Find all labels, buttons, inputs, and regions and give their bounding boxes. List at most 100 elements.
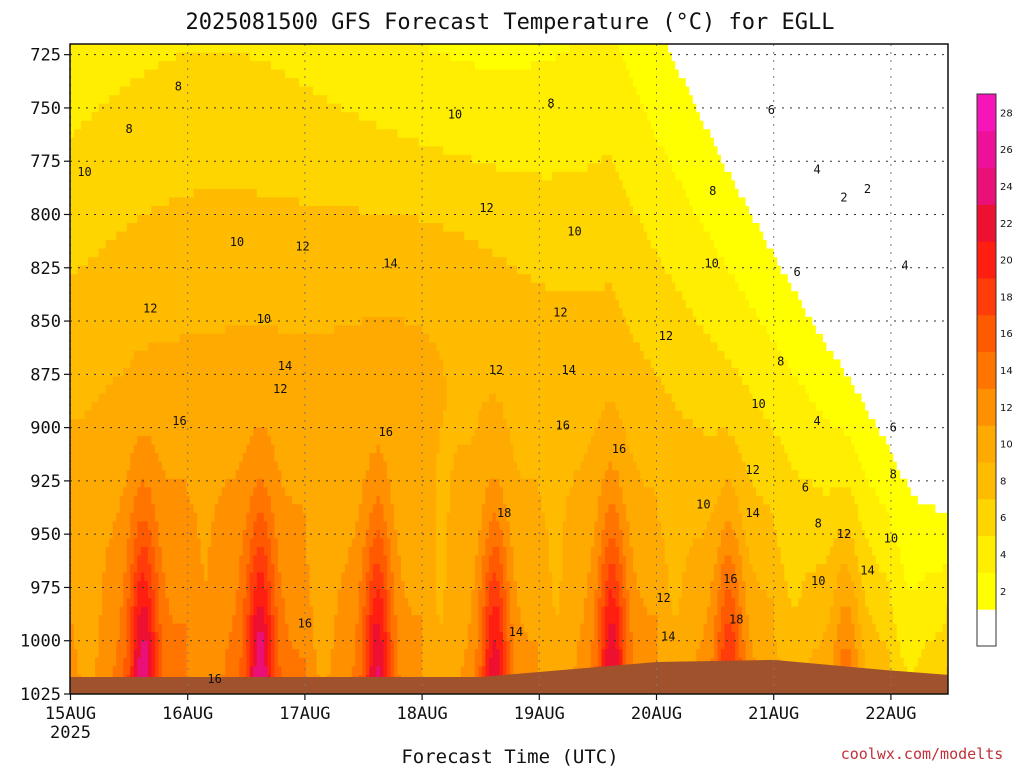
temperature-cell: [186, 257, 191, 267]
temperature-cell: [197, 86, 202, 96]
temperature-cell: [232, 393, 237, 403]
temperature-cell: [116, 180, 121, 190]
temperature-cell: [267, 427, 272, 437]
temperature-cell: [179, 546, 184, 557]
temperature-cell: [165, 325, 170, 335]
temperature-cell: [175, 623, 181, 633]
temperature-cell: [295, 453, 300, 463]
temperature-cell: [211, 598, 216, 608]
temperature-cell: [239, 61, 244, 71]
temperature-cell: [214, 427, 219, 437]
temperature-cell: [207, 529, 212, 540]
temperature-cell: [207, 640, 212, 650]
temperature-cell: [253, 470, 258, 480]
temperature-cell: [256, 95, 261, 105]
temperature-cell: [232, 78, 237, 88]
temperature-cell: [221, 163, 226, 173]
temperature-cell: [256, 512, 261, 522]
temperature-cell: [228, 487, 233, 497]
temperature-cell: [137, 419, 142, 429]
temperature-cell: [144, 69, 149, 79]
temperature-cell: [133, 188, 138, 199]
temperature-cell: [235, 240, 240, 250]
temperature-cell: [70, 453, 75, 463]
temperature-cell: [105, 384, 110, 395]
temperature-cell: [137, 78, 142, 88]
temperature-cell: [186, 69, 191, 79]
temperature-cell: [281, 274, 286, 284]
temperature-cell: [144, 546, 149, 557]
temperature-cell: [119, 325, 124, 335]
temperature-cell: [81, 112, 86, 122]
temperature-cell: [256, 376, 261, 386]
temperature-cell: [260, 129, 265, 139]
temperature-cell: [288, 384, 293, 395]
temperature-cell: [232, 291, 237, 301]
temperature-cell: [200, 419, 205, 429]
temperature-cell: [88, 410, 93, 420]
temperature-cell: [221, 188, 226, 199]
temperature-cell: [74, 478, 79, 488]
temperature-cell: [221, 606, 226, 616]
temperature-cell: [274, 632, 279, 642]
temperature-cell: [197, 120, 202, 130]
temperature-cell: [165, 299, 170, 309]
temperature-cell: [158, 359, 163, 369]
temperature-cell: [228, 470, 233, 480]
temperature-cell: [292, 640, 297, 650]
temperature-cell: [102, 606, 107, 616]
temperature-cell: [197, 231, 202, 241]
temperature-cell: [133, 44, 138, 54]
temperature-cell: [158, 410, 163, 420]
temperature-cell: [204, 325, 209, 335]
temperature-cell: [172, 393, 177, 403]
temperature-cell: [281, 154, 286, 164]
temperature-cell: [270, 316, 276, 326]
temperature-cell: [123, 69, 128, 79]
temperature-cell: [263, 649, 268, 659]
temperature-cell: [183, 299, 188, 309]
temperature-cell: [102, 214, 107, 224]
temperature-cell: [137, 52, 142, 62]
temperature-cell: [158, 44, 163, 54]
temperature-cell: [274, 384, 279, 395]
temperature-cell: [193, 188, 198, 199]
temperature-cell: [98, 598, 103, 608]
temperature-cell: [77, 478, 82, 488]
temperature-cell: [204, 171, 209, 181]
temperature-cell: [172, 325, 177, 335]
temperature-cell: [158, 555, 163, 565]
temperature-cell: [81, 240, 86, 250]
temperature-cell: [204, 521, 209, 531]
temperature-cell: [183, 129, 188, 139]
temperature-cell: [277, 86, 283, 96]
temperature-cell: [186, 367, 191, 378]
temperature-cell: [218, 146, 223, 156]
temperature-cell: [91, 248, 96, 258]
temperature-cell: [253, 282, 258, 292]
temperature-cell: [267, 112, 272, 122]
temperature-cell: [186, 316, 191, 326]
temperature-cell: [119, 478, 124, 488]
temperature-cell: [109, 129, 114, 139]
temperature-cell: [200, 666, 205, 676]
temperature-cell: [256, 61, 261, 71]
temperature-cell: [228, 248, 233, 258]
temperature-cell: [179, 555, 184, 565]
temperature-cell: [235, 137, 240, 147]
temperature-cell: [161, 555, 167, 565]
temperature-cell: [161, 572, 167, 582]
temperature-cell: [232, 564, 237, 574]
temperature-cell: [218, 402, 223, 412]
temperature-cell: [225, 504, 230, 514]
temperature-cell: [70, 555, 75, 565]
temperature-cell: [95, 615, 100, 625]
temperature-cell: [119, 572, 124, 582]
temperature-cell: [70, 649, 75, 659]
temperature-cell: [165, 205, 170, 216]
temperature-cell: [281, 478, 286, 488]
temperature-cell: [221, 325, 226, 335]
temperature-cell: [151, 112, 156, 122]
temperature-cell: [207, 86, 212, 96]
temperature-cell: [263, 427, 268, 437]
